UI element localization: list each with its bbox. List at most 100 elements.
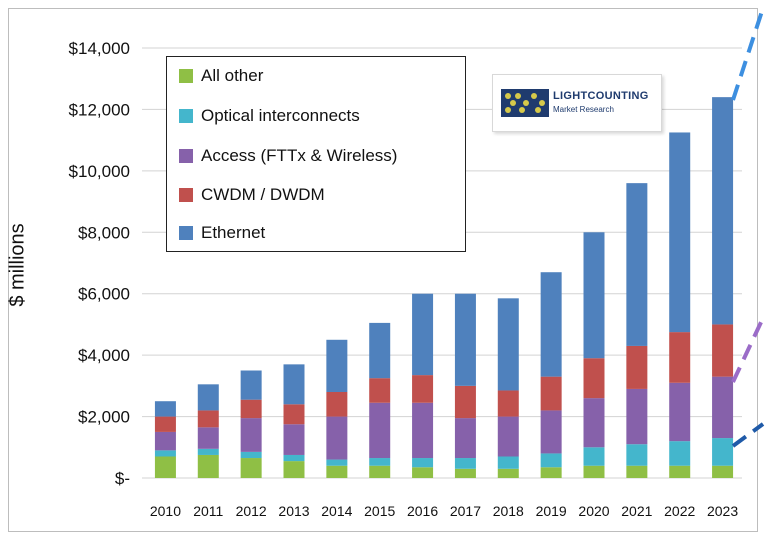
lightcounting-logo: LIGHTCOUNTING Market Research — [492, 74, 662, 132]
bar-segment — [283, 454, 305, 462]
bar-segment — [497, 456, 519, 469]
bar-segment — [197, 427, 219, 449]
x-tick-label: 2022 — [664, 503, 695, 519]
bar-segment — [240, 451, 262, 459]
legend-item-ethernet: Ethernet — [179, 220, 265, 246]
bar-segment — [540, 467, 562, 478]
bar-segment — [712, 438, 734, 466]
bar-segment — [283, 461, 305, 478]
bar-segment — [454, 293, 476, 386]
y-tick-label: $14,000 — [69, 39, 130, 58]
bar-segment — [583, 398, 605, 448]
bar-segment — [626, 444, 648, 466]
legend-label-cwdm-dwdm: CWDM / DWDM — [201, 185, 325, 204]
bar-segment — [154, 450, 176, 457]
legend-swatch-optical-interconnects — [179, 109, 193, 123]
legend-label-optical-interconnects: Optical interconnects — [201, 106, 360, 125]
bar-segment — [412, 458, 434, 468]
legend-label-ethernet: Ethernet — [201, 223, 266, 242]
x-tick-label: 2019 — [536, 503, 567, 519]
bar-segment — [197, 384, 219, 411]
purple-dashed-trend — [731, 317, 765, 383]
y-tick-label: $12,000 — [69, 100, 130, 119]
x-tick-label: 2015 — [364, 503, 395, 519]
y-tick-label: $10,000 — [69, 162, 130, 181]
navy-dashed-trend — [731, 422, 765, 448]
bar-segment — [540, 410, 562, 454]
legend-swatch-access — [179, 149, 193, 163]
bar-segment — [497, 298, 519, 391]
bar-segment — [583, 358, 605, 399]
bar-segment — [154, 416, 176, 432]
bar-segment — [412, 293, 434, 376]
legend-item-access: Access (FTTx & Wireless) — [179, 143, 397, 169]
x-tick-label: 2012 — [236, 503, 267, 519]
bar-segment — [626, 465, 648, 478]
bar-segment — [283, 404, 305, 425]
bar-segment — [412, 402, 434, 459]
legend-item-all-other: All other — [179, 63, 263, 89]
bar-segment — [412, 375, 434, 403]
bar-segment — [626, 388, 648, 445]
bar-segment — [369, 465, 391, 478]
bar-segment — [326, 459, 348, 466]
bar-segment — [454, 468, 476, 478]
bar-segment — [497, 390, 519, 417]
bar-segment — [540, 376, 562, 411]
bar-segment — [240, 418, 262, 452]
bar-segment — [540, 272, 562, 377]
bar-segment — [497, 416, 519, 457]
bar-segment — [583, 447, 605, 466]
bar-segment — [626, 183, 648, 346]
bar-segment — [197, 410, 219, 428]
legend: All other Optical interconnects Access (… — [166, 56, 466, 252]
bar-segment — [369, 378, 391, 403]
blue-dashed-trend — [731, 7, 765, 101]
legend-item-optical-interconnects: Optical interconnects — [179, 103, 360, 129]
legend-label-access: Access (FTTx & Wireless) — [201, 146, 398, 165]
bar-segment — [154, 431, 176, 451]
bar-segment — [497, 468, 519, 478]
legend-swatch-cwdm-dwdm — [179, 188, 193, 202]
bar-segment — [454, 418, 476, 459]
bar-segment — [283, 364, 305, 405]
bar-segment — [712, 97, 734, 325]
bar-segment — [712, 324, 734, 377]
y-tick-label: $2,000 — [78, 408, 130, 427]
bar-segment — [669, 382, 691, 442]
bar-segment — [454, 385, 476, 419]
bar-segment — [326, 339, 348, 392]
legend-swatch-ethernet — [179, 226, 193, 240]
x-tick-label: 2014 — [321, 503, 352, 519]
bar-segment — [583, 232, 605, 359]
bar-segment — [669, 465, 691, 478]
bar-segment — [583, 465, 605, 478]
x-tick-label: 2013 — [278, 503, 309, 519]
y-tick-label: $6,000 — [78, 285, 130, 304]
legend-swatch-all-other — [179, 69, 193, 83]
bar-segment — [240, 399, 262, 419]
bar-segment — [669, 441, 691, 466]
x-tick-label: 2016 — [407, 503, 438, 519]
bar-segment — [540, 453, 562, 468]
logo-subtitle: Market Research — [553, 105, 614, 114]
bar-segment — [369, 458, 391, 466]
bar-segment — [369, 402, 391, 459]
bar-segment — [240, 458, 262, 478]
bar-segment — [240, 370, 262, 400]
bar-segment — [626, 345, 648, 389]
bar-segment — [154, 401, 176, 417]
bar-segment — [197, 448, 219, 455]
bar-segment — [712, 376, 734, 439]
x-tick-label: 2023 — [707, 503, 738, 519]
x-tick-label: 2020 — [578, 503, 609, 519]
logo-name: LIGHTCOUNTING — [553, 90, 649, 102]
bar-segment — [454, 458, 476, 469]
bar-segment — [669, 332, 691, 383]
bar-segment — [283, 424, 305, 455]
legend-label-all-other: All other — [201, 66, 264, 85]
x-tick-label: 2017 — [450, 503, 481, 519]
bar-segment — [326, 416, 348, 460]
bar-segment — [326, 465, 348, 478]
